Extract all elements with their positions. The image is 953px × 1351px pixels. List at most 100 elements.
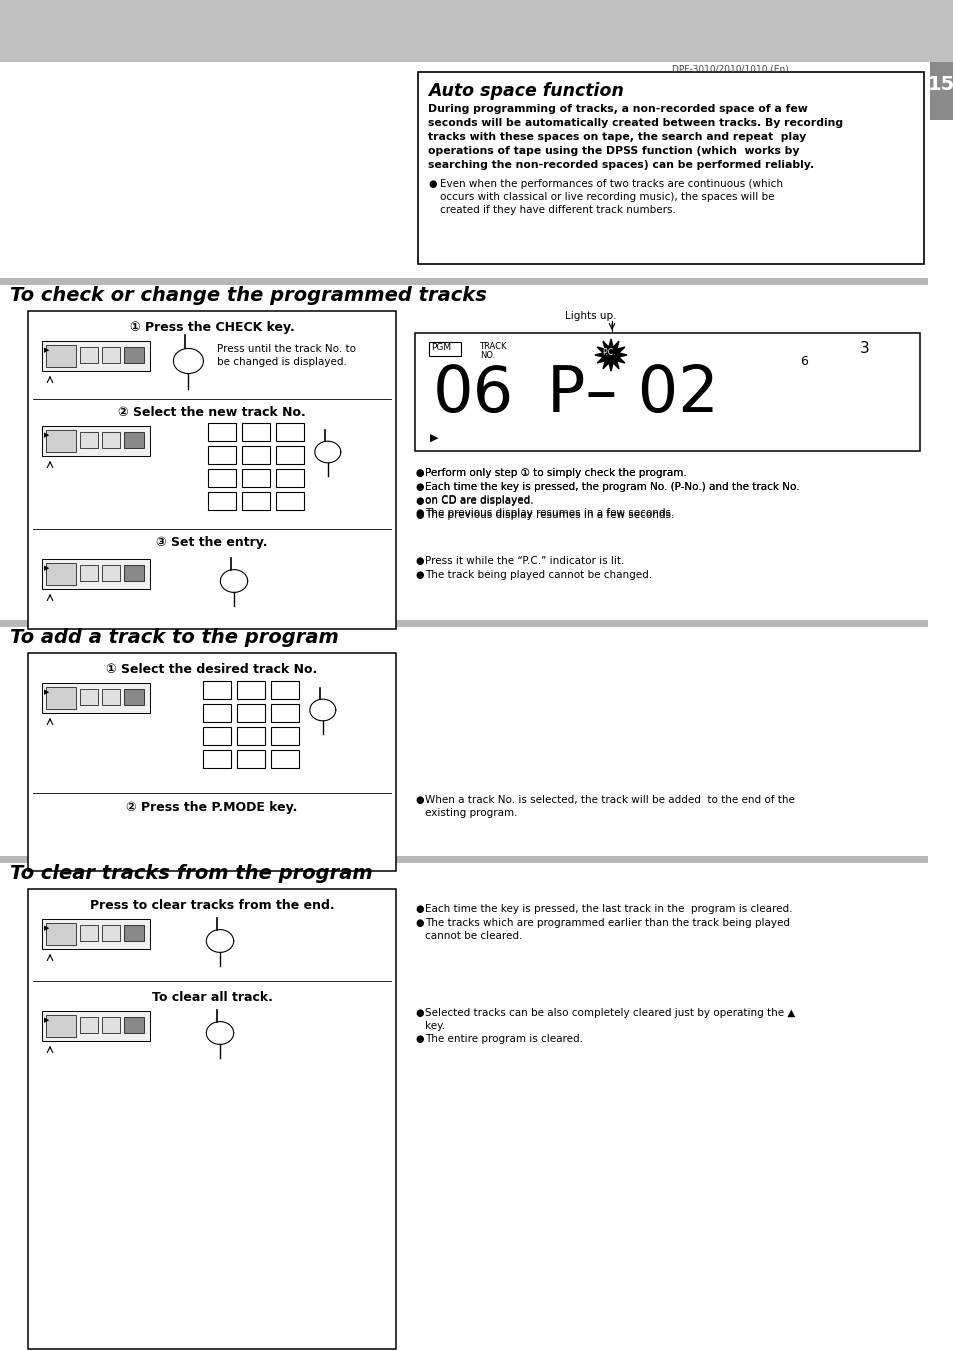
Bar [28,311,395,630]
Text: ●: ● [428,178,436,189]
Text: Press it while the “P.C.” indicator is lit.: Press it while the “P.C.” indicator is l… [424,557,623,566]
Text: To clear tracks from the program: To clear tracks from the program [10,865,373,884]
Bar [275,446,304,463]
Text: Press to clear tracks from the end.: Press to clear tracks from the end. [90,898,334,912]
Text: key.: key. [424,1021,445,1031]
Bar [42,340,150,372]
Text: on CD are displayed.: on CD are displayed. [424,496,533,507]
Bar [242,446,270,463]
Text: ●: ● [415,1008,423,1019]
Text: ▶: ▶ [44,1017,50,1023]
Text: ▶: ▶ [44,432,50,438]
Bar [242,423,270,440]
Bar [46,345,76,367]
Text: seconds will be automatically created between tracks. By recording: seconds will be automatically created be… [428,118,842,128]
Bar [80,565,98,581]
Bar [236,681,265,698]
Text: ●: ● [415,509,423,520]
Bar [271,681,298,698]
Text: DPF-3010/2010/1010 (En): DPF-3010/2010/1010 (En) [671,65,788,74]
Text: P– 02: P– 02 [546,363,719,426]
Text: 3: 3 [859,340,869,357]
Text: During programming of tracks, a non-recorded space of a few: During programming of tracks, a non-reco… [428,104,807,113]
Text: Each time the key is pressed, the program No. (P-No.) and the track No.: Each time the key is pressed, the progra… [424,482,799,492]
Text: ●: ● [415,1034,423,1044]
Bar [271,704,298,721]
Text: ●: ● [415,570,423,580]
Text: ●: ● [415,467,423,478]
Text: PGM: PGM [431,343,451,353]
Bar [236,704,265,721]
Bar [124,565,144,581]
Text: The entire program is cleared.: The entire program is cleared. [424,1034,582,1044]
Text: Press until the track No. to: Press until the track No. to [216,345,355,354]
Bar [0,0,953,62]
Bar [80,1017,98,1034]
Text: tracks with these spaces on tape, the search and repeat  play: tracks with these spaces on tape, the se… [428,132,805,142]
Text: operations of tape using the DPSS function (which  works by: operations of tape using the DPSS functi… [428,146,799,155]
Bar [208,423,235,440]
Bar [242,469,270,486]
Text: ▶: ▶ [44,689,50,694]
Bar [124,925,144,942]
Bar [236,750,265,767]
Bar [80,347,98,363]
Bar [102,347,120,363]
Bar [275,469,304,486]
Bar [429,342,460,357]
Bar [46,923,76,944]
Bar [28,889,395,1350]
Text: The previous display resumes in a few seconds.: The previous display resumes in a few se… [424,509,674,520]
Text: The tracks which are programmed earlier than the track being played: The tracks which are programmed earlier … [424,917,789,928]
Bar [0,857,927,863]
Bar [242,492,270,509]
Text: The previous display resumes in a few seconds.: The previous display resumes in a few se… [424,508,674,517]
Text: on CD are displayed.: on CD are displayed. [424,494,533,505]
Text: ① Select the desired track No.: ① Select the desired track No. [107,663,317,676]
Text: created if they have different track numbers.: created if they have different track num… [439,205,675,215]
Text: Perform only step ① to simply check the program.: Perform only step ① to simply check the … [424,467,686,478]
Text: P.C.: P.C. [601,349,615,357]
Bar [46,563,76,585]
Bar [46,1015,76,1038]
Text: ▶: ▶ [44,925,50,931]
Bar [208,492,235,509]
Text: Perform only step ① to simply check the program.: Perform only step ① to simply check the … [424,467,686,478]
Text: ●: ● [415,482,423,492]
Bar [417,72,923,263]
Bar [203,704,231,721]
Bar [203,750,231,767]
Bar [0,278,927,285]
Bar [28,653,395,871]
Bar [415,332,919,451]
Text: ●: ● [415,794,423,805]
Bar [124,1017,144,1034]
Text: TRACK: TRACK [478,342,506,351]
Bar [236,727,265,744]
Text: ●: ● [415,917,423,928]
Text: be changed is displayed.: be changed is displayed. [216,357,347,367]
Text: occurs with classical or live recording music), the spaces will be: occurs with classical or live recording … [439,192,774,203]
Text: Lights up.: Lights up. [564,311,616,322]
Bar [271,727,298,744]
Text: ③ Set the entry.: ③ Set the entry. [156,536,268,549]
Text: The track being played cannot be changed.: The track being played cannot be changed… [424,570,652,580]
Bar [80,925,98,942]
Text: ●: ● [415,557,423,566]
Bar [80,432,98,449]
Text: Even when the performances of two tracks are continuous (which: Even when the performances of two tracks… [439,178,782,189]
Text: ② Press the P.MODE key.: ② Press the P.MODE key. [126,801,297,815]
Bar [271,750,298,767]
Text: 06: 06 [433,363,514,426]
Bar [208,469,235,486]
Bar [929,62,953,120]
Polygon shape [595,339,626,372]
Text: ●: ● [415,904,423,915]
Bar [42,684,150,713]
Bar [42,559,150,589]
Bar [0,620,927,627]
Text: existing program.: existing program. [424,808,517,817]
Bar [208,446,235,463]
Bar [80,689,98,705]
Bar [46,688,76,709]
